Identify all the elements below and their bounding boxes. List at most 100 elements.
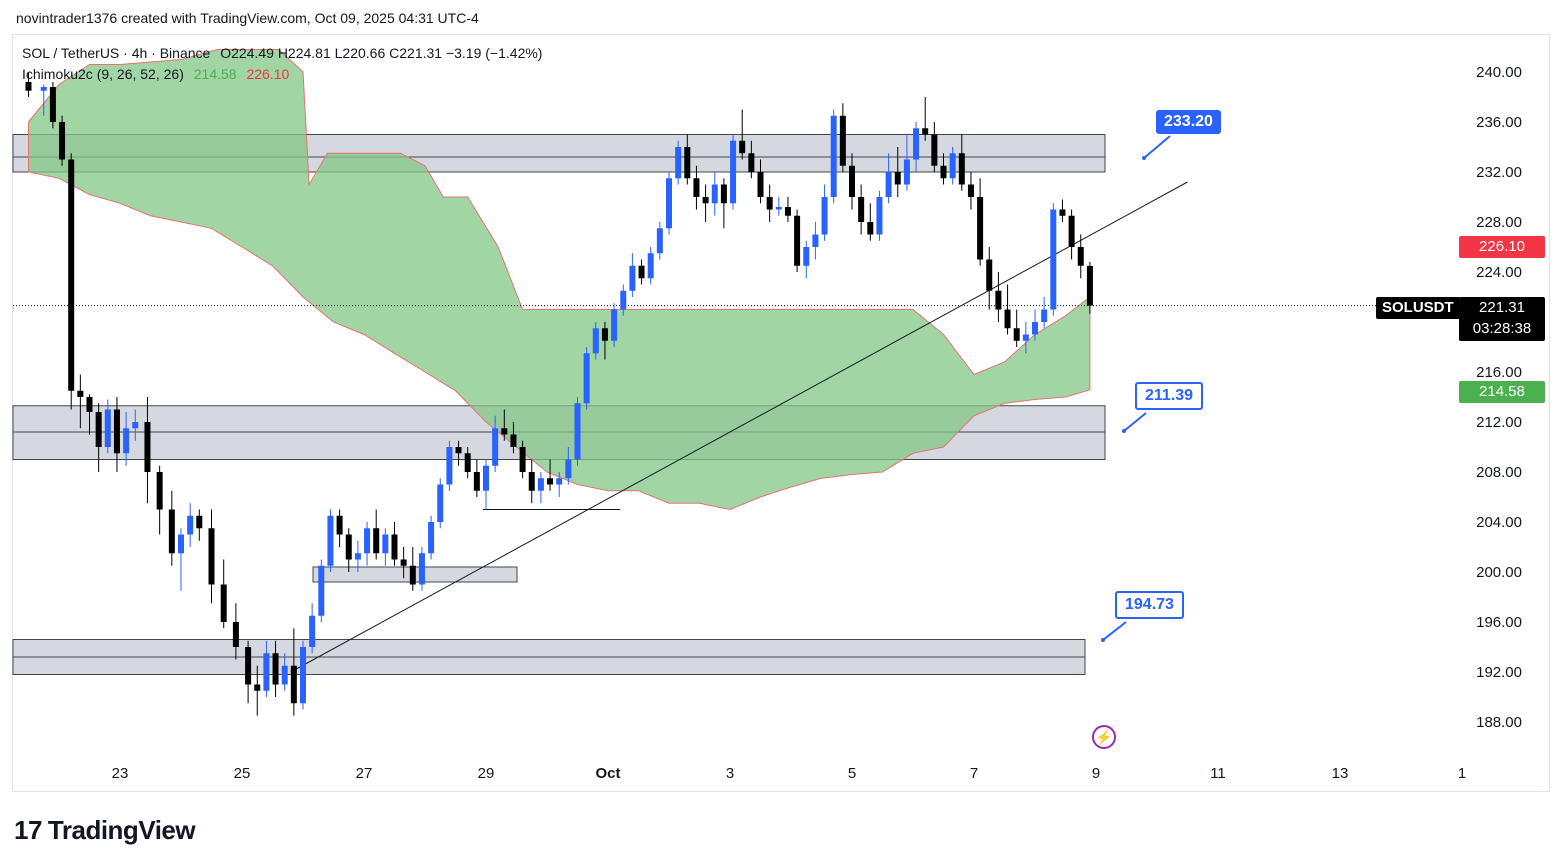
candle-body (86, 397, 93, 412)
candle-15 (178, 528, 184, 591)
candle-67 (666, 172, 672, 235)
candle-108 (1041, 297, 1048, 329)
legend-ohlc: O224.49 H224.81 L220.66 C221.31 −3.19 (−… (220, 45, 543, 61)
candle-35 (373, 509, 380, 560)
candle-86 (839, 103, 846, 172)
candle-41 (428, 515, 435, 560)
candle-111 (1068, 209, 1075, 260)
candle-body (1013, 328, 1020, 341)
candle-body (123, 428, 130, 454)
callout-upper[interactable]: 233.20 (1156, 110, 1221, 134)
candle-38 (400, 547, 407, 579)
candle-body (720, 184, 727, 204)
y-tick-label: 192.00 (1476, 664, 1522, 681)
candle-58 (583, 347, 590, 410)
candle-body (245, 647, 252, 685)
candle-body (958, 153, 965, 185)
candle-body (601, 328, 608, 341)
candle-78 (766, 184, 773, 222)
candle-body (730, 140, 737, 204)
candle-body (263, 653, 270, 691)
candle-109 (1050, 203, 1057, 316)
candle-body (967, 184, 974, 197)
candle-57 (574, 397, 581, 466)
candle-88 (858, 184, 865, 235)
candle-99 (958, 134, 965, 191)
candle-body (885, 172, 892, 197)
x-tick-label: 5 (848, 765, 856, 782)
candle-22 (254, 665, 261, 716)
candle-body (574, 403, 581, 460)
candle-47 (483, 459, 489, 510)
candle-body (757, 172, 764, 197)
candle-91 (885, 153, 892, 204)
candle-body (849, 165, 855, 197)
candle-85 (830, 109, 837, 204)
candle-body (391, 534, 398, 560)
candle-body (25, 82, 32, 91)
candle-body (1032, 322, 1038, 335)
candle-60 (601, 322, 608, 360)
x-tick-label: 25 (234, 765, 251, 782)
candle-body (903, 159, 910, 185)
candle-26 (290, 628, 297, 716)
candle-body (132, 422, 139, 429)
candle-73 (720, 178, 727, 229)
candle-106 (1022, 322, 1029, 354)
candle-10 (123, 412, 130, 466)
legend-symbol[interactable]: SOL / TetherUS · 4h · Binance (22, 45, 211, 61)
legend-indicator-value-red: 226.10 (246, 66, 290, 82)
candle-68 (675, 140, 682, 185)
candle-body (510, 434, 517, 447)
candle-29 (318, 559, 325, 622)
candle-103 (995, 272, 1002, 322)
candle-body (995, 290, 1002, 310)
flash-icon[interactable]: ⚡ (1092, 725, 1116, 749)
candle-body (528, 472, 535, 491)
x-tick-label: 11 (1210, 765, 1226, 782)
candle-75 (739, 109, 746, 160)
callout-lower[interactable]: 194.73 (1115, 591, 1184, 619)
candle-body (693, 178, 700, 197)
candle-93 (903, 134, 910, 191)
candle-21 (245, 640, 252, 704)
tradingview-logo[interactable]: 17 TradingView (14, 815, 196, 846)
candle-84 (821, 184, 828, 241)
candle-body (812, 234, 819, 247)
candle-body (611, 309, 618, 341)
candle-19 (220, 559, 227, 629)
candle-98 (949, 147, 956, 185)
callout-middle[interactable]: 211.39 (1135, 382, 1204, 410)
price-tag-red: 226.10 (1459, 236, 1545, 258)
x-tick-label: 27 (356, 765, 373, 782)
candle-body (464, 453, 471, 472)
candle-body (830, 115, 837, 197)
candle-body (345, 534, 352, 560)
candle-body (483, 465, 489, 491)
candle-body (656, 228, 663, 254)
candle-body (986, 259, 993, 291)
x-tick-label: Oct (595, 765, 620, 782)
x-tick-label: 9 (1092, 765, 1100, 782)
candle-32 (345, 528, 352, 572)
candle-3 (59, 115, 66, 166)
candle-17 (196, 509, 203, 541)
candle-body (492, 428, 499, 466)
candle-9 (113, 397, 120, 472)
candle-16 (187, 503, 194, 547)
candle-body (446, 447, 453, 485)
candle-36 (382, 528, 389, 566)
legend-indicator-name[interactable]: Ichimoku2c (9, 26, 52, 26) (22, 66, 184, 82)
y-tick-label: 196.00 (1476, 614, 1522, 631)
candle-24 (272, 640, 279, 697)
candle-48 (492, 415, 499, 472)
candle-body (220, 584, 227, 622)
candle-65 (647, 247, 654, 285)
candle-body (104, 409, 111, 447)
candle-body (77, 390, 84, 397)
y-tick-label: 240.00 (1476, 64, 1522, 81)
candle-34 (364, 522, 371, 566)
candle-body (1050, 209, 1057, 310)
candle-body (364, 528, 371, 554)
